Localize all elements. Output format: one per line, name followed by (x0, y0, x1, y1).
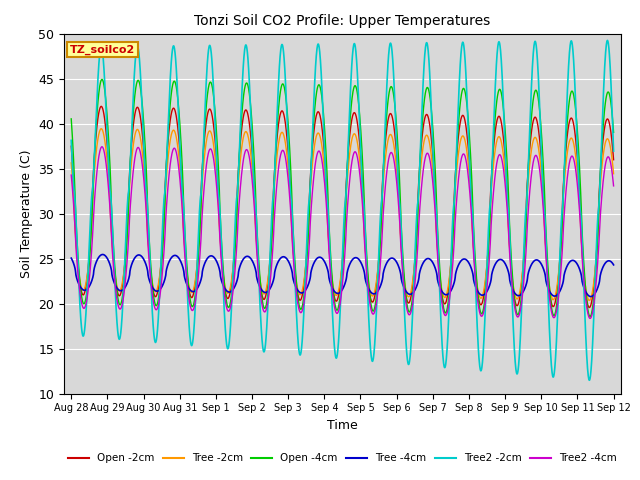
Open -4cm (586, 313, 594, 319)
Tree -2cm (97, 126, 105, 132)
Tree -2cm (276, 136, 284, 142)
Title: Tonzi Soil CO2 Profile: Upper Temperatures: Tonzi Soil CO2 Profile: Upper Temperatur… (195, 14, 490, 28)
Tree2 -2cm (604, 37, 611, 43)
X-axis label: Time: Time (327, 419, 358, 432)
Line: Open -2cm: Open -2cm (71, 107, 614, 308)
Tree -4cm (587, 294, 595, 300)
Tree -2cm (600, 152, 607, 157)
Tree2 -4cm (276, 159, 284, 165)
Tree -2cm (67, 160, 75, 166)
Y-axis label: Soil Temperature (C): Soil Temperature (C) (20, 149, 33, 278)
Open -2cm (541, 224, 548, 229)
Tree2 -2cm (610, 148, 618, 154)
Tree -2cm (541, 228, 548, 234)
Tree -4cm (129, 258, 137, 264)
Open -2cm (276, 116, 284, 121)
Line: Tree -2cm: Tree -2cm (71, 129, 614, 300)
Tree -4cm (541, 270, 548, 276)
Tree2 -4cm (67, 172, 75, 178)
Tree -2cm (129, 143, 137, 148)
Tree -2cm (610, 171, 618, 177)
Line: Open -4cm: Open -4cm (71, 79, 614, 316)
Open -2cm (129, 123, 137, 129)
Open -4cm (541, 193, 548, 199)
Tree2 -2cm (299, 330, 307, 336)
Tree2 -2cm (541, 209, 548, 215)
Tree2 -4cm (129, 168, 137, 174)
Tree2 -2cm (275, 67, 283, 73)
Tree2 -4cm (98, 144, 106, 150)
Tree2 -4cm (541, 228, 548, 234)
Tree -4cm (610, 262, 618, 268)
Open -2cm (162, 176, 170, 182)
Line: Tree2 -4cm: Tree2 -4cm (71, 147, 614, 318)
Tree2 -2cm (67, 137, 75, 143)
Tree -4cm (67, 255, 75, 261)
Line: Tree -4cm: Tree -4cm (71, 254, 614, 297)
Open -2cm (97, 104, 105, 109)
Open -4cm (299, 300, 307, 306)
Open -4cm (129, 110, 137, 116)
Tree -4cm (600, 264, 607, 269)
Text: TZ_soilco2: TZ_soilco2 (70, 44, 135, 55)
Tree -2cm (162, 188, 170, 194)
Open -2cm (67, 144, 75, 149)
Open -2cm (586, 305, 593, 311)
Open -4cm (610, 130, 618, 135)
Open -4cm (67, 116, 75, 122)
Tree2 -4cm (610, 183, 618, 189)
Tree -4cm (299, 290, 307, 296)
Line: Tree2 -2cm: Tree2 -2cm (71, 40, 614, 380)
Tree2 -2cm (161, 184, 169, 190)
Tree -2cm (586, 298, 593, 303)
Tree2 -4cm (299, 305, 307, 311)
Tree -4cm (99, 252, 106, 257)
Tree2 -2cm (586, 377, 593, 383)
Open -2cm (299, 289, 307, 295)
Tree2 -4cm (600, 178, 607, 183)
Open -4cm (162, 183, 170, 189)
Tree2 -4cm (586, 315, 594, 321)
Tree -4cm (162, 274, 170, 280)
Open -4cm (98, 76, 106, 82)
Open -2cm (600, 135, 607, 141)
Tree2 -2cm (129, 96, 137, 102)
Open -2cm (610, 157, 618, 163)
Open -4cm (276, 96, 284, 102)
Tree -4cm (276, 257, 284, 263)
Legend: Open -2cm, Tree -2cm, Open -4cm, Tree -4cm, Tree2 -2cm, Tree2 -4cm: Open -2cm, Tree -2cm, Open -4cm, Tree -4… (63, 449, 621, 468)
Tree2 -4cm (162, 221, 170, 227)
Open -4cm (600, 122, 607, 128)
Tree2 -2cm (599, 100, 607, 106)
Tree -2cm (299, 285, 307, 290)
